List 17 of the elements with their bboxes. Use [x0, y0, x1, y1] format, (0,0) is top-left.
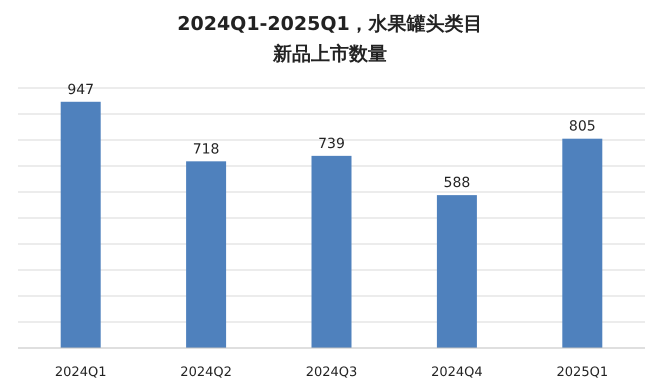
- data-label: 739: [318, 136, 345, 152]
- bar: [436, 195, 477, 348]
- data-label: 805: [568, 118, 596, 135]
- data-label: 718: [192, 141, 220, 158]
- x-tick-label: 2024Q2: [180, 365, 232, 380]
- chart-title: 2024Q1-2025Q1，水果罐头类目: [177, 13, 483, 35]
- bar: [60, 102, 101, 348]
- data-label: 588: [444, 175, 470, 192]
- x-tick-label: 2025Q1: [556, 365, 608, 380]
- bar: [562, 138, 602, 348]
- bar: [186, 161, 226, 348]
- bar: [312, 156, 352, 348]
- x-tick-label: 2024Q4: [431, 365, 483, 380]
- x-tick-label: 2024Q3: [306, 365, 358, 380]
- data-label: 947: [67, 82, 94, 98]
- x-tick-label: 2024Q1: [54, 365, 106, 380]
- chart-subtitle: 新品上市数量: [272, 43, 387, 65]
